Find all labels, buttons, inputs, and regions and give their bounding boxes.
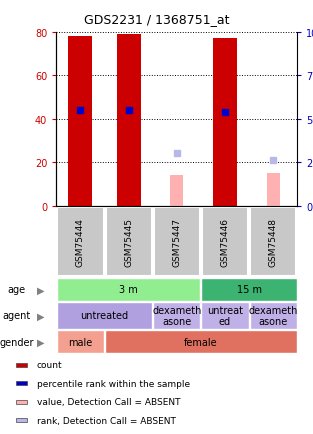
Bar bbox=[202, 302, 249, 329]
Text: GSM75447: GSM75447 bbox=[172, 217, 181, 266]
Bar bbox=[68, 37, 92, 206]
Text: age: age bbox=[8, 285, 26, 295]
Bar bbox=[213, 39, 237, 206]
Text: GSM75448: GSM75448 bbox=[269, 217, 278, 266]
Text: 3 m: 3 m bbox=[119, 285, 138, 295]
Text: gender: gender bbox=[0, 337, 34, 347]
Bar bbox=[202, 279, 297, 301]
Bar bbox=[105, 331, 297, 353]
Text: male: male bbox=[68, 337, 93, 347]
Text: GSM75446: GSM75446 bbox=[221, 217, 229, 266]
Bar bbox=[57, 207, 104, 276]
Text: ▶: ▶ bbox=[37, 285, 44, 295]
Text: value, Detection Call = ABSENT: value, Detection Call = ABSENT bbox=[37, 398, 180, 407]
Bar bbox=[153, 302, 200, 329]
Bar bbox=[154, 207, 200, 276]
Bar bbox=[202, 207, 248, 276]
Bar bbox=[267, 174, 280, 206]
Text: GSM75445: GSM75445 bbox=[124, 217, 133, 266]
Text: ▶: ▶ bbox=[37, 311, 44, 321]
Bar bbox=[16, 363, 28, 367]
Text: dexameth
asone: dexameth asone bbox=[152, 305, 202, 326]
Text: agent: agent bbox=[3, 311, 31, 321]
Text: untreated: untreated bbox=[80, 311, 129, 321]
Bar bbox=[116, 35, 141, 206]
Text: female: female bbox=[184, 337, 218, 347]
Text: GDS2231 / 1368751_at: GDS2231 / 1368751_at bbox=[84, 13, 229, 26]
Text: untreat
ed: untreat ed bbox=[207, 305, 243, 326]
Bar bbox=[16, 400, 28, 404]
Bar bbox=[57, 331, 104, 353]
Text: count: count bbox=[37, 361, 62, 370]
Bar bbox=[105, 207, 152, 276]
Bar bbox=[57, 302, 152, 329]
Text: ▶: ▶ bbox=[37, 337, 44, 347]
Bar bbox=[250, 302, 297, 329]
Bar bbox=[170, 176, 183, 206]
Bar bbox=[16, 381, 28, 385]
Text: percentile rank within the sample: percentile rank within the sample bbox=[37, 379, 190, 388]
Bar bbox=[250, 207, 296, 276]
Text: rank, Detection Call = ABSENT: rank, Detection Call = ABSENT bbox=[37, 416, 176, 425]
Text: 15 m: 15 m bbox=[237, 285, 262, 295]
Bar bbox=[16, 418, 28, 422]
Text: GSM75444: GSM75444 bbox=[76, 217, 85, 266]
Text: dexameth
asone: dexameth asone bbox=[249, 305, 298, 326]
Bar bbox=[57, 279, 200, 301]
